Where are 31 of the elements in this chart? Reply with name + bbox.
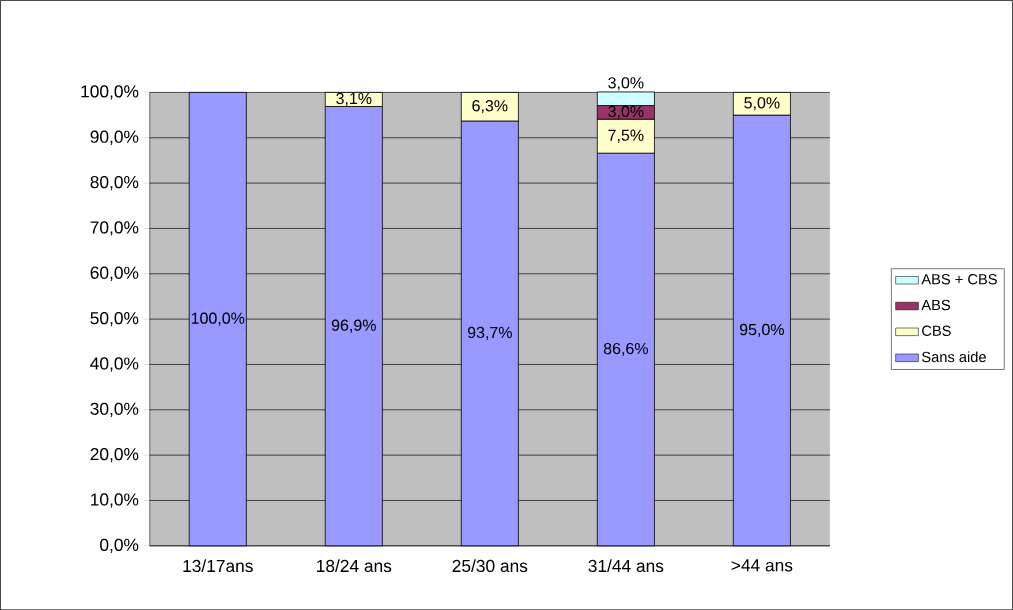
data-label: 3,1% xyxy=(336,92,372,106)
y-tick-label: 70,0% xyxy=(90,221,139,236)
legend-label: ABS + CBS xyxy=(921,273,997,285)
y-tick-label: 40,0% xyxy=(90,357,139,372)
x-tick-label: 25/30 ans xyxy=(452,559,528,572)
y-tick-label: 100,0% xyxy=(81,85,139,100)
data-label: 6,3% xyxy=(472,99,508,114)
data-label: 7,5% xyxy=(608,129,644,143)
data-label: 3,0% xyxy=(608,77,644,91)
legend-label: CBS xyxy=(922,325,951,336)
data-label: 96,9% xyxy=(331,319,376,333)
y-tick-label: 90,0% xyxy=(90,130,139,145)
y-tick-label: 10,0% xyxy=(91,493,139,508)
legend-label: Sans aide xyxy=(922,351,986,363)
data-label: 95,0% xyxy=(739,323,784,337)
legend-label: ABS xyxy=(921,299,951,311)
y-tick-label: 0,0% xyxy=(100,538,139,553)
x-tick-label: 13/17ans xyxy=(183,559,253,572)
data-label: 5,0% xyxy=(744,97,780,111)
y-tick-label: 30,0% xyxy=(90,402,139,417)
data-label: 100,0% xyxy=(191,312,245,326)
y-tick-label: 80,0% xyxy=(90,175,139,191)
data-label: 93,7% xyxy=(467,326,512,340)
y-tick-label: 50,0% xyxy=(90,311,139,327)
x-tick-label: 18/24 ans xyxy=(317,559,392,572)
data-label: 86,6% xyxy=(603,342,648,356)
x-tick-label: 31/44 ans xyxy=(588,559,664,572)
y-tick-label: 20,0% xyxy=(90,447,139,463)
data-label: 3,0% xyxy=(608,105,644,119)
x-tick-label: >44 ans xyxy=(731,559,793,572)
y-tick-label: 60,0% xyxy=(90,266,139,281)
